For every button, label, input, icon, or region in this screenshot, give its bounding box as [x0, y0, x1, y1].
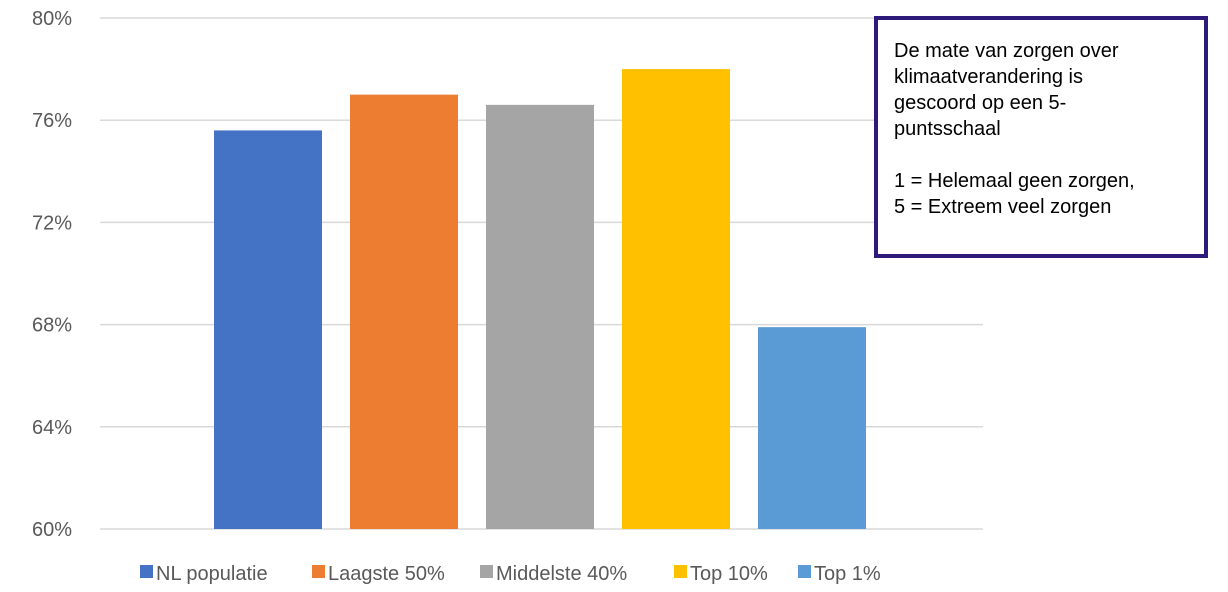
- legend-label: Laagste 50%: [328, 563, 445, 585]
- annotation-box: De mate van zorgen over klimaatveranderi…: [874, 16, 1208, 258]
- bar-top-10: [622, 69, 730, 529]
- y-tick-label: 76%: [32, 110, 72, 132]
- legend-swatch: [312, 565, 325, 578]
- legend: NL populatie Laagste 50% Middelste 40% Top …: [140, 563, 881, 585]
- bar-top-1: [758, 327, 866, 529]
- y-tick-label: 60%: [32, 519, 72, 541]
- legend-swatch: [480, 565, 493, 578]
- bar-middelste-40: [486, 104, 594, 530]
- annotation-line: 5 = Extreem veel zorgen: [894, 196, 1112, 218]
- legend-swatch: [140, 565, 153, 578]
- y-tick-label: 68%: [32, 315, 72, 337]
- legend-label: NL populatie: [156, 563, 268, 585]
- annotation-line: gescoord op een 5-: [894, 92, 1067, 114]
- y-tick-label: 72%: [32, 212, 72, 234]
- annotation-line: De mate van zorgen over: [894, 40, 1119, 62]
- bar-nl-populatie: [214, 130, 322, 530]
- legend-label: Top 1%: [814, 563, 881, 585]
- legend-swatch: [798, 565, 811, 578]
- y-axis-tick-labels: 60% 64% 68% 72% 76% 80%: [32, 8, 72, 541]
- annotation-line: [894, 142, 1194, 168]
- bars: [214, 69, 866, 530]
- legend-swatch: [674, 565, 687, 578]
- legend-label: Top 10%: [690, 563, 768, 585]
- legend-label: Middelste 40%: [496, 563, 627, 585]
- annotation-line: klimaatverandering is: [894, 66, 1083, 88]
- y-tick-label: 80%: [32, 8, 72, 30]
- y-tick-label: 64%: [32, 417, 72, 439]
- annotation-line: puntsschaal: [894, 118, 1001, 140]
- bar-laagste-50: [350, 94, 458, 530]
- annotation-line: 1 = Helemaal geen zorgen,: [894, 170, 1135, 192]
